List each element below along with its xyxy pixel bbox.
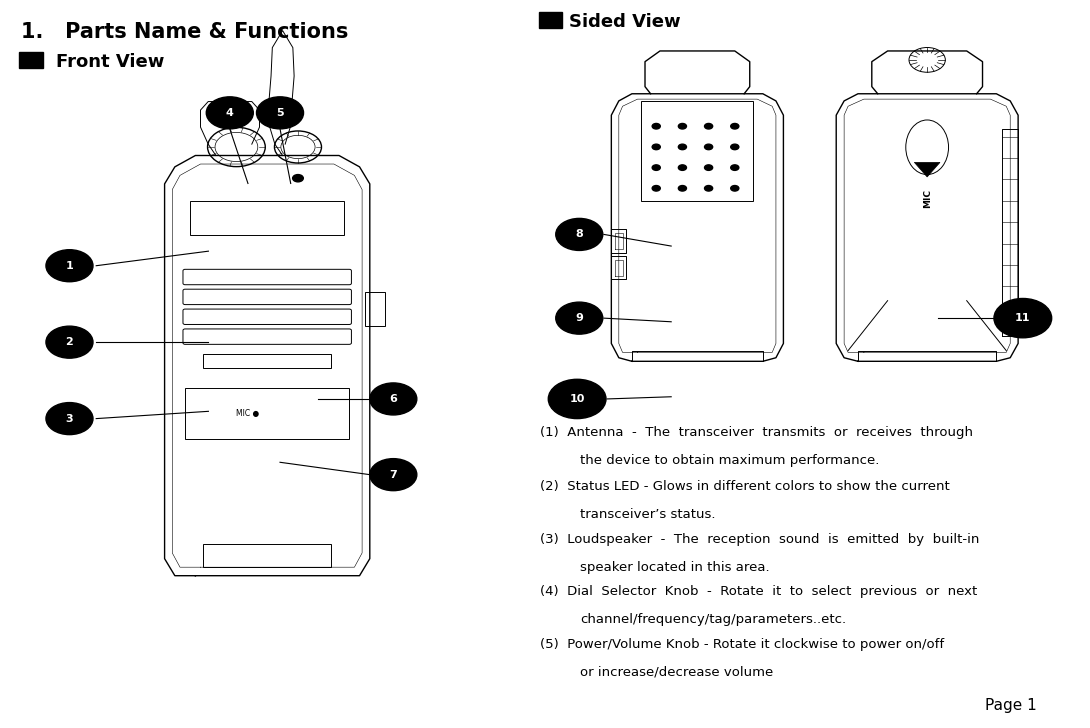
Bar bbox=[538, 12, 562, 28]
Circle shape bbox=[678, 144, 687, 150]
Text: 5: 5 bbox=[276, 108, 283, 118]
Text: MIC: MIC bbox=[922, 189, 932, 208]
Text: Page 1: Page 1 bbox=[985, 698, 1037, 713]
Text: transceiver’s status.: transceiver’s status. bbox=[580, 508, 716, 521]
Circle shape bbox=[994, 298, 1052, 338]
Text: 2: 2 bbox=[65, 337, 73, 347]
Circle shape bbox=[730, 124, 739, 129]
Circle shape bbox=[256, 97, 303, 129]
Text: 6: 6 bbox=[389, 394, 397, 404]
Circle shape bbox=[678, 186, 687, 191]
Polygon shape bbox=[915, 162, 940, 177]
Circle shape bbox=[46, 326, 93, 358]
Bar bbox=[203, 545, 331, 567]
Text: or increase/decrease volume: or increase/decrease volume bbox=[580, 665, 774, 678]
Bar bbox=[365, 292, 385, 326]
Circle shape bbox=[548, 379, 606, 419]
Text: 1.   Parts Name & Functions: 1. Parts Name & Functions bbox=[22, 22, 349, 41]
Bar bbox=[20, 52, 43, 68]
Text: 7: 7 bbox=[389, 470, 397, 480]
Circle shape bbox=[704, 186, 713, 191]
Circle shape bbox=[678, 165, 687, 170]
Circle shape bbox=[46, 403, 93, 435]
Circle shape bbox=[652, 124, 661, 129]
Text: (4)  Dial  Selector  Knob  -  Rotate  it  to  select  previous  or  next: (4) Dial Selector Knob - Rotate it to se… bbox=[540, 585, 977, 598]
Circle shape bbox=[678, 124, 687, 129]
Circle shape bbox=[652, 186, 661, 191]
Text: Front View: Front View bbox=[56, 53, 164, 71]
Circle shape bbox=[704, 124, 713, 129]
Bar bbox=[185, 388, 349, 440]
Text: channel/frequency/tag/parameters..etc.: channel/frequency/tag/parameters..etc. bbox=[580, 613, 847, 626]
Text: the device to obtain maximum performance.: the device to obtain maximum performance… bbox=[580, 454, 880, 467]
Bar bbox=[191, 201, 344, 235]
Text: (3)  Loudspeaker  -  The  reception  sound  is  emitted  by  built-in: (3) Loudspeaker - The reception sound is… bbox=[540, 533, 979, 546]
Text: Sided View: Sided View bbox=[569, 13, 680, 31]
Text: (2)  Status LED - Glows in different colors to show the current: (2) Status LED - Glows in different colo… bbox=[540, 480, 949, 494]
Text: 4: 4 bbox=[226, 108, 233, 118]
Text: 9: 9 bbox=[576, 313, 583, 323]
Text: 3: 3 bbox=[65, 414, 73, 424]
Circle shape bbox=[730, 186, 739, 191]
Circle shape bbox=[652, 165, 661, 170]
Circle shape bbox=[370, 383, 416, 415]
Circle shape bbox=[292, 175, 303, 182]
Text: speaker located in this area.: speaker located in this area. bbox=[580, 561, 770, 574]
Circle shape bbox=[704, 165, 713, 170]
Text: 1: 1 bbox=[65, 261, 73, 271]
Bar bbox=[203, 355, 331, 368]
Circle shape bbox=[652, 144, 661, 150]
Circle shape bbox=[704, 144, 713, 150]
Circle shape bbox=[730, 144, 739, 150]
Text: MIC ●: MIC ● bbox=[237, 409, 259, 419]
Text: 10: 10 bbox=[569, 394, 585, 404]
Text: (1)  Antenna  -  The  transceiver  transmits  or  receives  through: (1) Antenna - The transceiver transmits … bbox=[540, 426, 972, 439]
Circle shape bbox=[556, 302, 603, 334]
Circle shape bbox=[206, 97, 253, 129]
Text: 8: 8 bbox=[576, 229, 583, 240]
Text: 11: 11 bbox=[1015, 313, 1030, 323]
Circle shape bbox=[370, 459, 416, 491]
Text: (5)  Power/Volume Knob - Rotate it clockwise to power on/off: (5) Power/Volume Knob - Rotate it clockw… bbox=[540, 638, 944, 651]
Bar bbox=[641, 101, 753, 201]
Circle shape bbox=[46, 250, 93, 282]
Circle shape bbox=[730, 165, 739, 170]
Circle shape bbox=[556, 218, 603, 250]
